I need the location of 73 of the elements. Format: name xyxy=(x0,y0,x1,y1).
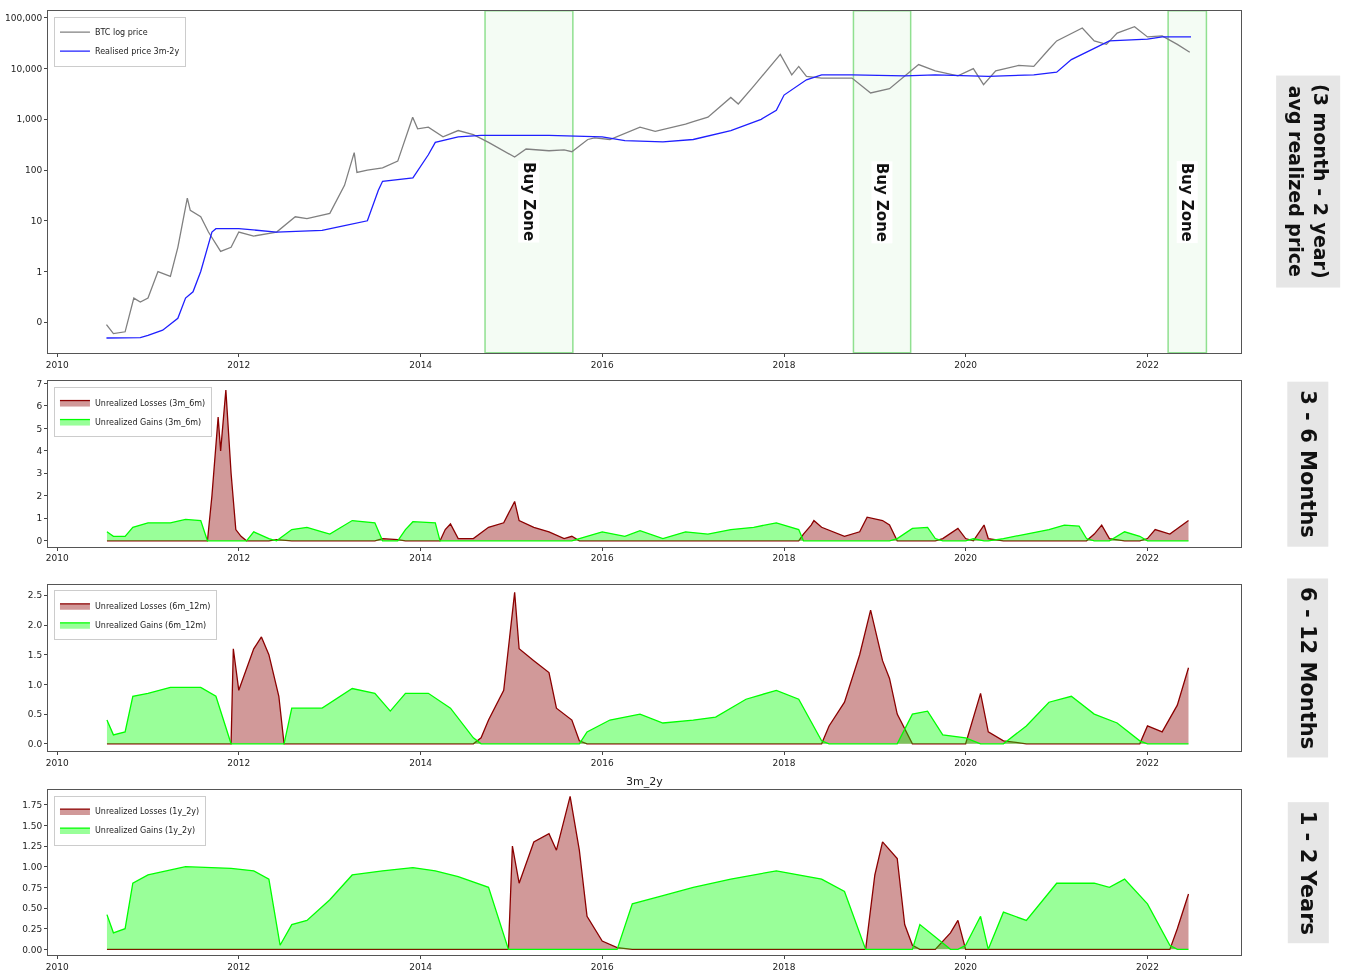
x-tick-label: 2010 xyxy=(45,359,69,370)
y-tick-label: 7 xyxy=(36,378,43,389)
legend-label: Unrealized Gains (1y_2y) xyxy=(94,826,196,836)
y-tick-label: 10,000 xyxy=(10,63,43,74)
y-tick-label: 4 xyxy=(36,445,43,456)
band-label: Buy Zone xyxy=(1178,162,1197,242)
y-tick-label: 2.5 xyxy=(27,590,43,601)
legend-label: Unrealized Losses (3m_6m) xyxy=(94,398,206,408)
y-tick-label: 1.5 xyxy=(27,649,43,660)
x-tick-label: 2014 xyxy=(409,553,433,564)
x-tick-label: 2014 xyxy=(409,359,433,370)
y-tick-label: 0.25 xyxy=(22,923,43,934)
x-tick-label: 2022 xyxy=(1136,553,1159,564)
y-tick-label: 10 xyxy=(30,215,43,226)
y-tick-label: 6 xyxy=(36,401,43,412)
x-tick-label: 2018 xyxy=(772,961,796,972)
y-tick-label: 2.0 xyxy=(27,620,43,631)
y-tick-label: 0.00 xyxy=(22,944,43,955)
x-tick-label: 2014 xyxy=(409,961,433,972)
text: 1 - 2 Years xyxy=(1296,810,1321,936)
x-tick-label: 2018 xyxy=(772,757,796,768)
x-tick-label: 2018 xyxy=(772,359,796,370)
y-tick-label: 0 xyxy=(36,317,43,328)
x-tick-label: 2020 xyxy=(954,359,978,370)
y-tick-label: 1.75 xyxy=(22,799,43,810)
legend-label: Realised price 3m-2y xyxy=(94,47,180,57)
y-tick-label: 100,000 xyxy=(4,12,43,23)
y-tick-label: 1,000 xyxy=(16,114,43,125)
x-tick-label: 2022 xyxy=(1136,961,1159,972)
legend-label: Unrealized Losses (6m_12m) xyxy=(94,601,211,611)
x-tick-label: 2022 xyxy=(1136,757,1159,768)
x-tick-label: 2016 xyxy=(590,359,614,370)
x-tick-label: 2010 xyxy=(45,961,69,972)
x-tick-label: 2014 xyxy=(409,757,433,768)
legend-label: Unrealized Gains (3m_6m) xyxy=(94,417,202,427)
x-tick-label: 2010 xyxy=(45,757,69,768)
x-tick-label: 2018 xyxy=(772,553,796,564)
x-tick-label: 2020 xyxy=(954,553,978,564)
legend-label: BTC log price xyxy=(94,28,148,38)
legend-label: Unrealized Gains (6m_12m) xyxy=(94,620,207,630)
y-tick-label: 100 xyxy=(25,165,43,176)
y-tick-label: 1 xyxy=(36,266,43,277)
y-tick-label: 0.75 xyxy=(22,882,43,893)
y-tick-label: 1.25 xyxy=(22,841,43,852)
x-tick-label: 2016 xyxy=(590,757,614,768)
y-tick-label: 1.0 xyxy=(27,679,43,690)
y-tick-label: 1.50 xyxy=(22,820,43,831)
x-tick-label: 2012 xyxy=(227,961,251,972)
chart-title: 3m_2y xyxy=(626,775,664,788)
y-tick-label: 0 xyxy=(36,535,43,546)
y-tick-label: 1.00 xyxy=(22,861,43,872)
y-tick-label: 1 xyxy=(36,513,43,524)
legend-label: Unrealized Losses (1y_2y) xyxy=(94,807,200,817)
band-label: Buy Zone xyxy=(872,162,891,243)
y-tick-label: 5 xyxy=(36,423,43,434)
x-tick-label: 2020 xyxy=(954,757,978,768)
x-tick-label: 2022 xyxy=(1136,359,1159,370)
text: (3 month - 2 year) avg realized price xyxy=(1284,84,1332,279)
x-tick-label: 2016 xyxy=(590,961,614,972)
y-tick-label: 0.50 xyxy=(22,903,43,914)
y-tick-label: 0.5 xyxy=(27,709,43,720)
text: 6 - 12 Months xyxy=(1295,586,1320,750)
text: 3 - 6 Months xyxy=(1295,390,1320,538)
x-tick-label: 2016 xyxy=(590,553,614,564)
x-tick-label: 2012 xyxy=(227,359,251,370)
x-tick-label: 2020 xyxy=(954,961,978,972)
x-tick-label: 2012 xyxy=(227,757,251,768)
y-tick-label: 3 xyxy=(36,468,43,479)
y-tick-label: 2 xyxy=(36,490,43,501)
y-tick-label: 0.0 xyxy=(27,738,43,749)
band-label: Buy Zone xyxy=(519,162,538,242)
x-tick-label: 2010 xyxy=(45,553,69,564)
x-tick-label: 2012 xyxy=(227,553,251,564)
